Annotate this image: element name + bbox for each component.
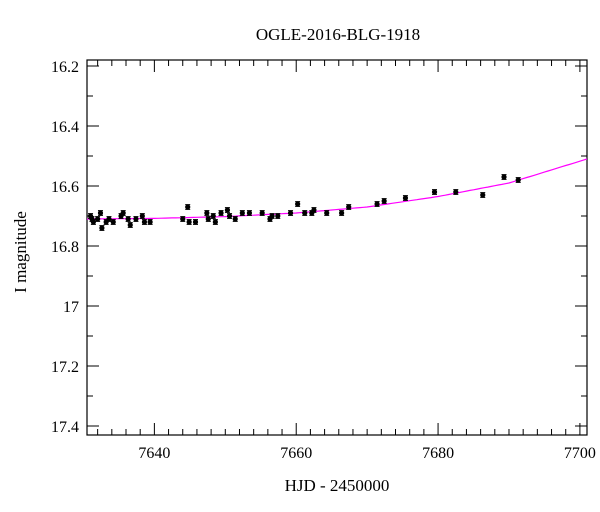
chart-title: OGLE-2016-BLG-1918 <box>256 25 420 44</box>
data-point <box>133 216 139 222</box>
data-point <box>311 207 317 213</box>
plot-area: 7640 7660 7680 7700 16.2 16.4 16.6 16.8 17 17.2 17… <box>51 59 596 462</box>
data-point <box>212 219 218 225</box>
data-point <box>139 213 145 219</box>
y-tick-label: 16.4 <box>51 119 79 136</box>
data-point <box>226 213 233 219</box>
data-point <box>210 213 216 219</box>
data-point <box>192 219 199 225</box>
data-point <box>324 210 330 216</box>
data-point <box>302 210 308 216</box>
data-point <box>125 216 131 222</box>
x-axis-label: HJD - 2450000 <box>285 476 390 495</box>
data-point <box>339 210 345 216</box>
y-tick-label: 16.8 <box>51 239 79 256</box>
data-point <box>346 204 352 210</box>
data-point <box>127 222 133 228</box>
data-point <box>232 216 238 222</box>
data-point <box>431 189 438 195</box>
data-point <box>120 210 126 216</box>
data-point <box>224 207 231 213</box>
data-point <box>180 216 186 222</box>
data-point <box>110 219 116 225</box>
y-tick-label: 17.2 <box>51 359 79 376</box>
x-tick-label: 7700 <box>564 445 596 462</box>
plot-frame <box>86 59 588 436</box>
data-point <box>453 189 459 195</box>
data-point <box>239 210 245 216</box>
x-tick-label: 7680 <box>422 445 454 462</box>
y-tick-label: 16.6 <box>51 179 79 196</box>
data-point <box>185 204 191 210</box>
data-point <box>106 216 112 222</box>
data-point <box>97 210 104 216</box>
model-curve <box>87 158 587 220</box>
data-point <box>246 210 253 216</box>
data-point <box>259 210 265 216</box>
data-point <box>99 225 105 231</box>
data-point <box>501 174 507 180</box>
data-point <box>269 213 275 219</box>
data-point <box>374 201 380 207</box>
x-tick-label: 7640 <box>138 445 170 462</box>
data-point <box>95 216 101 222</box>
data-point <box>381 198 387 204</box>
data-point <box>147 219 153 225</box>
data-point <box>275 213 281 219</box>
y-axis-label: I magnitude <box>11 211 30 293</box>
y-tick-label: 17 <box>63 299 79 316</box>
data-point <box>295 201 301 207</box>
y-tick-label: 17.4 <box>51 419 79 436</box>
x-tick-label: 7660 <box>280 445 312 462</box>
data-point <box>480 192 486 198</box>
data-point <box>515 177 521 183</box>
data-point <box>90 219 96 225</box>
data-point <box>204 210 210 216</box>
data-point <box>186 219 192 225</box>
data-point <box>205 216 211 222</box>
data-point <box>402 195 409 201</box>
y-tick-label: 16.2 <box>51 59 79 76</box>
data-point <box>218 210 224 216</box>
data-point <box>141 219 148 225</box>
data-point <box>287 210 294 216</box>
